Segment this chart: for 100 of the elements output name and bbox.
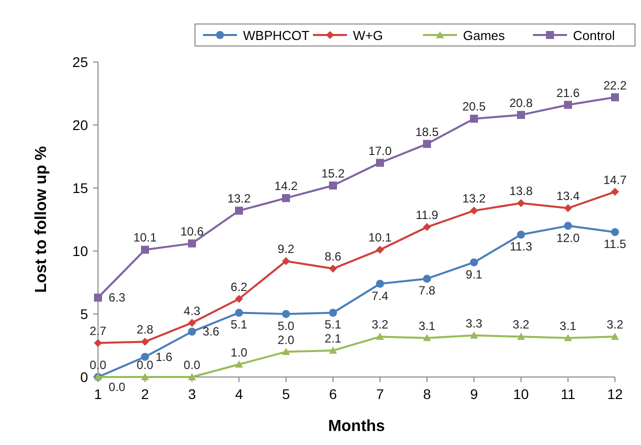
legend-label: W+G: [353, 28, 383, 43]
data-label: 1.6: [156, 350, 173, 364]
data-label: 2.0: [278, 332, 295, 347]
data-label: 0.0: [90, 358, 107, 372]
point: [282, 257, 290, 266]
point: [470, 258, 478, 266]
data-label: 14.7: [603, 172, 627, 187]
data-label: 3.2: [372, 318, 389, 332]
point: [611, 332, 619, 340]
point: [188, 328, 196, 336]
data-label: 9.2: [278, 242, 295, 256]
point: [564, 100, 572, 109]
point: [329, 346, 337, 354]
x-tick-label: 3: [188, 386, 196, 402]
point: [423, 223, 431, 232]
data-label: 10.6: [180, 224, 204, 238]
data-label: 11.9: [416, 208, 439, 222]
data-label: 5.1: [230, 318, 248, 332]
data-label: 2.8: [136, 322, 154, 337]
data-label: 7.8: [418, 284, 436, 298]
data-label: 3.2: [512, 318, 530, 332]
data-label: 10.1: [368, 230, 392, 245]
point: [376, 332, 384, 340]
point: [141, 373, 149, 380]
point: [376, 280, 384, 288]
point: [235, 206, 243, 215]
point: [376, 158, 384, 167]
x-tick-label: 12: [607, 386, 623, 402]
point: [329, 308, 337, 317]
data-label: 5.0: [278, 319, 295, 333]
point: [423, 274, 431, 283]
point: [517, 332, 525, 340]
data-label: 0.0: [184, 358, 201, 372]
point: [141, 246, 149, 254]
data-label: 14.2: [274, 179, 298, 194]
point: [235, 360, 243, 368]
x-tick-label: 5: [282, 386, 290, 402]
x-tick-label: 4: [235, 386, 244, 402]
x-tick-label: 1: [94, 386, 102, 402]
data-label: 18.5: [415, 124, 439, 139]
data-label: 1.0: [230, 345, 248, 360]
data-label: 20.5: [462, 100, 486, 114]
point: [564, 222, 572, 230]
point: [282, 194, 290, 202]
x-tick-label: 7: [376, 386, 384, 402]
point: [188, 373, 196, 380]
data-label: 12.0: [556, 230, 580, 245]
legend-label: Games: [463, 28, 506, 43]
data-label: 13.8: [509, 184, 533, 198]
point: [141, 352, 149, 361]
point: [517, 230, 525, 239]
data-label: 2.1: [324, 332, 342, 346]
data-label: 3.3: [466, 316, 483, 330]
point: [188, 239, 196, 248]
point: [282, 310, 290, 318]
data-label: 3.1: [418, 318, 436, 333]
x-tick-label: 9: [470, 386, 478, 402]
data-label: 10.1: [133, 230, 157, 245]
x-tick-label: 8: [423, 386, 432, 402]
y-tick-label: 25: [72, 54, 88, 70]
point: [470, 331, 478, 339]
y-tick-label: 0: [80, 369, 88, 385]
point: [235, 294, 243, 303]
legend-label: WBPHCOT: [243, 28, 310, 43]
point: [94, 294, 102, 302]
y-axis-title: Lost to follow up %: [33, 146, 50, 293]
y-tick-label: 15: [72, 180, 88, 196]
data-label: 2.7: [90, 324, 107, 338]
point: [188, 318, 196, 327]
data-label: 5.1: [324, 318, 342, 332]
point: [282, 348, 290, 355]
point: [564, 334, 572, 342]
point: [423, 334, 431, 342]
point: [611, 188, 619, 196]
data-label: 15.2: [321, 166, 345, 180]
data-label: 21.6: [556, 86, 580, 100]
y-tick-label: 5: [80, 306, 88, 322]
data-label: 17.0: [368, 144, 392, 158]
y-tick-label: 20: [72, 117, 88, 133]
point: [235, 308, 243, 317]
point: [423, 140, 431, 148]
data-label: 13.4: [556, 189, 580, 204]
data-label: 20.8: [509, 96, 533, 110]
data-label: 0.0: [108, 380, 126, 394]
data-label: 13.2: [462, 192, 486, 206]
data-label: 22.2: [603, 78, 627, 92]
data-label: 3.2: [606, 318, 624, 332]
x-tick-label: 2: [141, 386, 150, 402]
point: [517, 110, 525, 119]
data-label: 3.6: [202, 324, 220, 339]
point: [611, 93, 619, 102]
point: [94, 338, 102, 347]
y-tick-label: 10: [72, 243, 88, 259]
x-tick-label: 10: [513, 386, 529, 402]
point: [611, 228, 619, 236]
data-label: 0.0: [136, 358, 154, 372]
x-tick-label: 11: [560, 386, 576, 402]
data-label: 6.2: [230, 280, 248, 294]
data-label: 11.3: [510, 240, 533, 254]
x-axis-title: Months: [328, 418, 386, 435]
